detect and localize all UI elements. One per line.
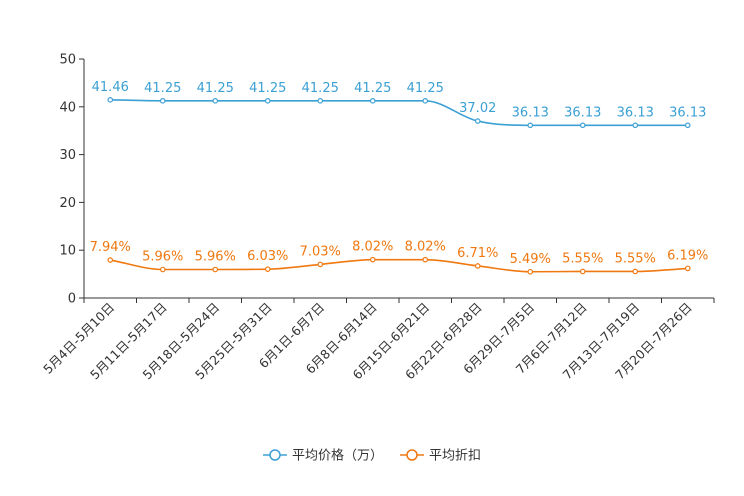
data-label: 8.02%	[352, 240, 393, 255]
data-point[interactable]	[474, 118, 481, 124]
y-tick-label: 30	[59, 148, 76, 163]
data-label: 37.02	[459, 101, 496, 116]
data-point[interactable]	[107, 257, 114, 263]
data-point[interactable]	[474, 263, 481, 269]
data-label: 41.25	[249, 81, 286, 96]
legend[interactable]: 平均价格（万） 平均折扣	[263, 448, 481, 464]
data-point[interactable]	[579, 122, 586, 129]
series-0: 41.46 41.25 41.25 41.25 41.25 41.25 41.25 37.02…	[92, 80, 706, 129]
data-label: 8.02%	[405, 240, 446, 255]
data-point[interactable]	[684, 265, 691, 272]
data-label: 5.96%	[195, 250, 236, 265]
data-point[interactable]	[422, 98, 429, 104]
data-point[interactable]	[107, 97, 114, 103]
legend-marker	[269, 449, 281, 461]
data-label: 5.49%	[510, 252, 551, 267]
data-point[interactable]	[579, 268, 586, 275]
data-point[interactable]	[264, 98, 271, 104]
data-point[interactable]	[212, 98, 219, 104]
data-point[interactable]	[264, 266, 271, 272]
y-tick-label: 0	[68, 292, 76, 307]
data-label: 36.13	[617, 105, 654, 120]
data-label: 41.25	[302, 81, 339, 96]
axes: 010203040505月4日-5月10日5月11日-5月17日5月18日-5月…	[40, 53, 715, 382]
y-tick-label: 10	[59, 244, 76, 259]
data-label: 7.94%	[90, 240, 131, 255]
legend-label: 平均价格（万）	[292, 448, 383, 464]
data-label: 5.55%	[562, 251, 603, 266]
series-layer: 41.46 41.25 41.25 41.25 41.25 41.25 41.25 37.02…	[90, 80, 708, 275]
data-label: 6.03%	[247, 249, 288, 264]
data-label: 5.96%	[142, 250, 183, 265]
legend-label: 平均折扣	[429, 449, 481, 464]
data-point[interactable]	[632, 122, 639, 129]
legend-item-1[interactable]: 平均折扣	[400, 449, 481, 464]
data-label: 41.25	[144, 81, 181, 96]
legend-item-0[interactable]: 平均价格（万）	[263, 448, 383, 464]
data-point[interactable]	[369, 98, 376, 104]
series-1: 7.94% 5.96% 5.96% 6.03% 7.03% 8.02% 8.02% 6.71%…	[90, 240, 708, 275]
data-label: 6.71%	[457, 246, 498, 261]
data-point[interactable]	[527, 122, 534, 129]
data-label: 5.55%	[615, 251, 656, 266]
data-point[interactable]	[684, 122, 691, 129]
y-tick-label: 40	[59, 100, 76, 115]
y-tick-label: 20	[59, 196, 76, 211]
y-tick-label: 50	[59, 53, 76, 68]
data-point[interactable]	[632, 268, 639, 275]
data-point[interactable]	[159, 266, 166, 273]
data-point[interactable]	[527, 268, 534, 275]
data-label: 41.25	[354, 81, 391, 96]
data-label: 36.13	[669, 105, 706, 120]
data-point[interactable]	[212, 266, 219, 273]
data-label: 6.19%	[667, 248, 708, 263]
data-label: 7.03%	[300, 244, 341, 259]
data-label: 41.25	[407, 81, 444, 96]
data-label: 41.46	[92, 80, 129, 95]
data-label: 41.25	[197, 81, 234, 96]
data-point[interactable]	[422, 256, 429, 263]
data-point[interactable]	[369, 256, 376, 263]
data-label: 36.13	[512, 105, 549, 120]
series-line	[110, 258, 688, 273]
data-point[interactable]	[317, 98, 324, 104]
legend-marker	[406, 449, 418, 461]
data-point[interactable]	[317, 261, 324, 268]
series-line	[110, 99, 688, 127]
data-point[interactable]	[159, 98, 166, 104]
data-label: 36.13	[564, 105, 601, 120]
